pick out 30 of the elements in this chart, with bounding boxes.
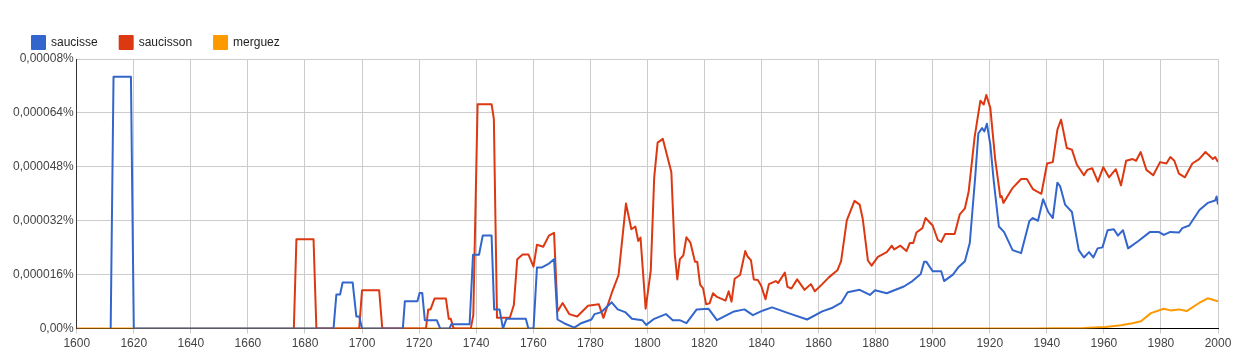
y-tick-label: 0,000032% <box>12 213 75 228</box>
x-tick-label: 1700 <box>348 336 376 351</box>
x-tick-label: 1960 <box>1090 336 1118 351</box>
legend-label: saucisse <box>51 34 99 49</box>
y-tick-label: 0,00% <box>39 320 75 335</box>
x-tick-label: 1980 <box>1147 336 1175 351</box>
x-tick-label: 1740 <box>462 336 490 351</box>
x-tick-label: 1640 <box>177 336 205 351</box>
legend-label: merguez <box>233 34 280 49</box>
x-tick-label: 1840 <box>748 336 776 351</box>
y-tick-label: 0,000016% <box>12 266 75 281</box>
y-tick-label: 0,000064% <box>12 105 75 120</box>
x-tick-label: 1680 <box>291 336 319 351</box>
x-tick-label: 1800 <box>634 336 662 351</box>
legend-label: saucisson <box>138 34 193 49</box>
y-tick-label: 0,00008% <box>19 51 75 66</box>
x-tick-label: 1720 <box>405 336 433 351</box>
x-tick-label: 1760 <box>519 336 547 351</box>
x-tick-label: 1900 <box>919 336 947 351</box>
x-tick-label: 1920 <box>976 336 1004 351</box>
x-tick-label: 1820 <box>691 336 719 351</box>
x-tick-label: 1600 <box>63 336 91 351</box>
x-tick-label: 1860 <box>805 336 833 351</box>
x-tick-label: 1660 <box>234 336 262 351</box>
x-tick-label: 1940 <box>1033 336 1061 351</box>
y-tick-label: 0,000048% <box>12 159 75 174</box>
x-tick-label: 2000 <box>1204 336 1232 351</box>
x-tick-label: 1620 <box>120 336 148 351</box>
x-tick-label: 1880 <box>862 336 890 351</box>
x-tick-label: 1780 <box>576 336 604 351</box>
